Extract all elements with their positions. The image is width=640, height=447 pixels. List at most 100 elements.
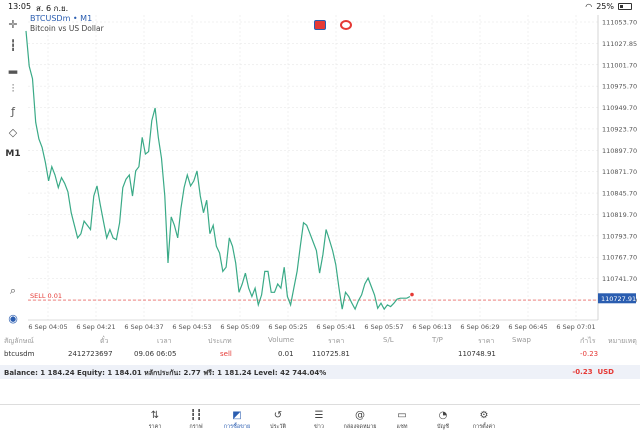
price-tick-label: 110741.70	[602, 275, 637, 283]
nav-trade[interactable]: ◩ การซื้อขาย	[217, 409, 257, 431]
nav-news[interactable]: ☰ ข่าว	[299, 409, 339, 431]
balance-profit-value: -0.23	[572, 368, 593, 376]
nav-label: ราคา	[148, 424, 162, 430]
nav-history[interactable]: ↺ ประวัติ	[258, 409, 298, 431]
history-icon: ↺	[273, 410, 283, 421]
col-volume: Volume	[268, 336, 295, 344]
col-symbol: สัญลักษณ์	[4, 337, 34, 345]
status-right: ◠ 25%	[585, 2, 632, 11]
row-symbol: btcusdm	[4, 350, 35, 358]
col-type: ประเภท	[208, 337, 232, 345]
status-bar: 13:05 ส. 6 ก.ย. ◠ 25%	[0, 0, 640, 13]
time-tick-label: 6 Sep 04:05	[28, 323, 67, 331]
nav-charts[interactable]: ┇┇ กราฟ	[176, 409, 216, 431]
price-tick-label: 110767.70	[602, 254, 637, 262]
symbol-title: BTCUSDm • M1	[30, 14, 93, 23]
col-time: เวลา	[157, 337, 172, 345]
candles-icon: ┇┇	[189, 410, 203, 421]
price-series-line	[25, 30, 411, 311]
price-tick-label: 110819.70	[602, 211, 637, 219]
news-icon: ☰	[314, 410, 324, 421]
time-tick-label: 6 Sep 06:13	[412, 323, 451, 331]
price-chart[interactable]: 111053.70 111027.85 111001.70 110975.70 1109…	[0, 0, 640, 336]
nav-label: กล่องจดหมาย	[343, 424, 377, 430]
status-time: 13:05	[8, 2, 32, 11]
price-tick-label: 111027.85	[602, 40, 637, 48]
time-tick-label: 6 Sep 05:09	[220, 323, 259, 331]
price-tick-label: 110923.70	[602, 125, 637, 133]
one-click-trade-icon[interactable]	[314, 20, 326, 30]
time-tick-label: 6 Sep 05:41	[316, 323, 355, 331]
col-ticket: ตั๋ว	[100, 337, 109, 345]
chart-toolbar: ✛ ┇ ▂ ⫶ ƒ ◇ M1 ⌕ ◉	[0, 13, 26, 333]
nav-label: บัญชี	[437, 424, 449, 430]
balance-text: Balance: 1 184.24 Equity: 1 184.01 หลักป…	[4, 369, 327, 377]
last-tick-dot	[410, 292, 414, 297]
nav-settings[interactable]: ⚙ การตั้งค่า	[464, 409, 504, 431]
price-tick-label: 110793.70	[602, 232, 637, 240]
row-current-price: 110748.91	[458, 350, 496, 358]
nav-account[interactable]: ◔ บัญชี	[423, 409, 463, 431]
price-tick-label: 110871.70	[602, 168, 637, 176]
price-tick-label: 110949.70	[602, 104, 637, 112]
symbol-header: BTCUSDm • M1 Bitcoin vs US Dollar	[30, 14, 104, 33]
nav-mailbox[interactable]: @ กล่องจดหมาย	[340, 409, 380, 431]
symbol-subtitle: Bitcoin vs US Dollar	[30, 24, 104, 33]
bars-icon[interactable]: ▂	[8, 60, 18, 74]
price-tick-label: 110897.70	[602, 147, 637, 155]
table-row[interactable]: btcusdm 2412723697 09.06 06:05 sell 0.01…	[0, 350, 640, 362]
objects-icon[interactable]: ◇	[8, 125, 18, 139]
chart-quick-buttons	[314, 20, 352, 30]
nav-label: การตั้งค่า	[472, 424, 496, 430]
balance-bar: Balance: 1 184.24 Equity: 1 184.01 หลักป…	[0, 365, 640, 379]
nav-label: ข่าว	[314, 424, 324, 430]
nav-quotes[interactable]: ⇅ ราคา	[135, 409, 175, 431]
nav-label: การซื้อขาย	[223, 424, 251, 430]
col-tp: T/P	[432, 336, 443, 344]
time-tick-label: 6 Sep 06:29	[460, 323, 499, 331]
col-current-price: ราคา	[478, 337, 495, 345]
wifi-icon: ◠	[585, 2, 593, 11]
trade-table-header: สัญลักษณ์ ตั๋ว เวลา ประเภท Volume ราคา S…	[0, 336, 640, 348]
row-ticket: 2412723697	[68, 350, 113, 358]
chat-icon: ▭	[397, 410, 407, 421]
battery-percent: 25%	[596, 2, 614, 11]
price-tick-label: 111053.70	[602, 19, 637, 27]
trade-chart-icon: ◩	[232, 410, 242, 421]
price-tick-label: 110845.70	[602, 190, 637, 198]
arrows-updown-icon: ⇅	[150, 410, 160, 421]
crosshair-icon[interactable]: ✛	[8, 17, 18, 31]
balance-currency: USD	[597, 368, 614, 376]
mail-at-icon: @	[355, 410, 365, 421]
row-profit: -0.23	[580, 350, 599, 358]
status-date: ส. 6 ก.ย.	[36, 4, 69, 13]
row-time: 09.06 06:05	[134, 350, 177, 358]
col-profit: กำไร	[580, 337, 596, 345]
time-tick-label: 6 Sep 04:21	[76, 323, 115, 331]
time-tick-label: 6 Sep 06:45	[508, 323, 547, 331]
indicators-icon[interactable]: ⫶	[11, 82, 15, 95]
timeframe-button[interactable]: M1	[5, 149, 21, 159]
col-sl: S/L	[383, 336, 394, 344]
candles-icon[interactable]: ┇	[9, 38, 17, 52]
col-swap: Swap	[512, 336, 531, 344]
zoom-icon[interactable]: ⌕	[9, 284, 17, 297]
row-open-price: 110725.81	[312, 350, 350, 358]
indicator-icon[interactable]	[340, 20, 352, 30]
balance-profit: -0.23 USD	[572, 368, 614, 376]
col-comment: หมายเหตุ	[608, 337, 637, 345]
col-price: ราคา	[328, 337, 345, 345]
time-tick-label: 6 Sep 05:57	[364, 323, 403, 331]
price-tick-label: 111001.70	[602, 61, 637, 69]
current-price-tag	[598, 293, 636, 304]
nav-label: ประวัติ	[269, 424, 287, 430]
trade-shortcut-icon[interactable]: ◉	[8, 311, 18, 325]
row-volume: 0.01	[278, 350, 294, 358]
current-price-label: 110727.91	[601, 295, 636, 303]
sell-order-label: SELL 0.01	[30, 292, 62, 300]
nav-chat[interactable]: ▭ แชท	[382, 409, 422, 431]
function-icon[interactable]: ƒ	[11, 104, 15, 118]
price-tick-label: 110975.70	[602, 83, 637, 91]
time-tick-label: 6 Sep 04:53	[172, 323, 211, 331]
time-tick-label: 6 Sep 05:25	[268, 323, 307, 331]
